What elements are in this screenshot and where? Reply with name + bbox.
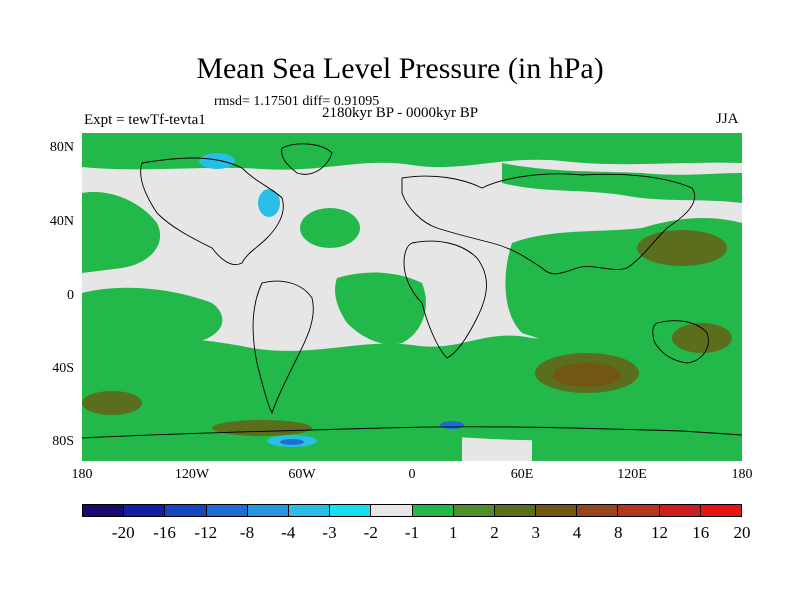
colorbar-swatch-14 bbox=[659, 505, 701, 516]
colorbar-label-10: 3 bbox=[531, 523, 541, 542]
lon-label-60e: 60E bbox=[510, 467, 534, 482]
south-pacific-high bbox=[82, 391, 142, 415]
colorbar-swatch-4 bbox=[247, 505, 289, 516]
colorbar-label-0: -20 bbox=[111, 523, 135, 542]
ross-low bbox=[440, 421, 464, 429]
antarctic-green-east bbox=[532, 430, 742, 461]
season-label: JJA bbox=[716, 111, 739, 127]
colorbar-swatch-3 bbox=[206, 505, 248, 516]
colorbar-label-3: -8 bbox=[239, 523, 255, 542]
lon-label-180w: 180 bbox=[71, 467, 93, 482]
lon-label-120w: 120W bbox=[174, 467, 210, 482]
colorbar-swatch-12 bbox=[577, 505, 619, 516]
colorbar-swatch-13 bbox=[618, 505, 660, 516]
colorbar-label-12: 8 bbox=[614, 523, 623, 542]
colorbar-label-13: 12 bbox=[651, 523, 668, 542]
pacific-high bbox=[637, 230, 727, 266]
siberia-green bbox=[502, 163, 742, 203]
colorbar bbox=[82, 504, 742, 517]
colorbar-swatch-11 bbox=[536, 505, 578, 516]
tropical-atlantic-green bbox=[335, 272, 426, 345]
colorbar-swatch-9 bbox=[453, 505, 495, 516]
colorbar-label-2: -12 bbox=[194, 523, 218, 542]
pressure-map bbox=[82, 133, 742, 461]
lat-label-80s: 80S bbox=[52, 434, 74, 449]
lon-label-180e: 180 bbox=[731, 467, 753, 482]
australia-high bbox=[672, 323, 732, 353]
north-pacific-green bbox=[82, 192, 161, 273]
lon-label-120e: 120E bbox=[617, 467, 647, 482]
stats-text: rmsd= 1.17501 diff= 0.91095 bbox=[214, 94, 380, 109]
atlantic-green-blob bbox=[300, 208, 360, 248]
colorbar-swatch-15 bbox=[700, 505, 741, 516]
colorbar-label-5: -3 bbox=[322, 523, 337, 542]
colorbar-swatch-10 bbox=[494, 505, 537, 516]
colorbar-swatch-2 bbox=[165, 505, 207, 516]
period-label: 2180kyr BP - 0000kyr BP bbox=[322, 105, 479, 121]
colorbar-swatch-8 bbox=[412, 505, 454, 516]
lat-label-40n: 40N bbox=[49, 214, 74, 229]
colorbar-swatch-1 bbox=[124, 505, 166, 516]
hudson-low bbox=[258, 189, 280, 217]
colorbar-label-11: 4 bbox=[572, 523, 582, 542]
antarctic-low-core bbox=[280, 439, 304, 445]
colorbar-label-15: 20 bbox=[733, 523, 751, 542]
lat-label-40s: 40S bbox=[52, 361, 74, 376]
colorbar-label-9: 2 bbox=[490, 523, 499, 542]
map-title: Mean Sea Level Pressure (in hPa) bbox=[196, 52, 604, 85]
antarctic-olive bbox=[212, 420, 312, 436]
colorbar-swatch-7 bbox=[371, 505, 413, 516]
lat-label-0: 0 bbox=[67, 288, 74, 303]
experiment-label: Expt = tewTf-tevta1 bbox=[84, 112, 206, 128]
colorbar-label-1: -16 bbox=[153, 523, 176, 542]
colorbar-label-7: -1 bbox=[404, 523, 420, 542]
south-indian-high-core bbox=[553, 363, 621, 387]
lon-label-0: 0 bbox=[408, 467, 416, 482]
colorbar-label-4: -4 bbox=[281, 523, 296, 542]
colorbar-label-8: 1 bbox=[449, 523, 458, 542]
lon-label-60w: 60W bbox=[288, 467, 316, 482]
colorbar-label-14: 16 bbox=[692, 523, 710, 542]
colorbar-swatch-6 bbox=[330, 505, 372, 516]
east-pacific-green bbox=[82, 287, 223, 345]
greenland-low bbox=[199, 153, 235, 169]
coastlines bbox=[82, 143, 742, 439]
arctic-green bbox=[82, 133, 742, 170]
colorbar-label-6: -2 bbox=[363, 523, 378, 542]
colorbar-swatch-5 bbox=[288, 505, 331, 516]
lat-label-80n: 80N bbox=[49, 140, 74, 155]
colorbar-swatch-0 bbox=[83, 505, 125, 516]
